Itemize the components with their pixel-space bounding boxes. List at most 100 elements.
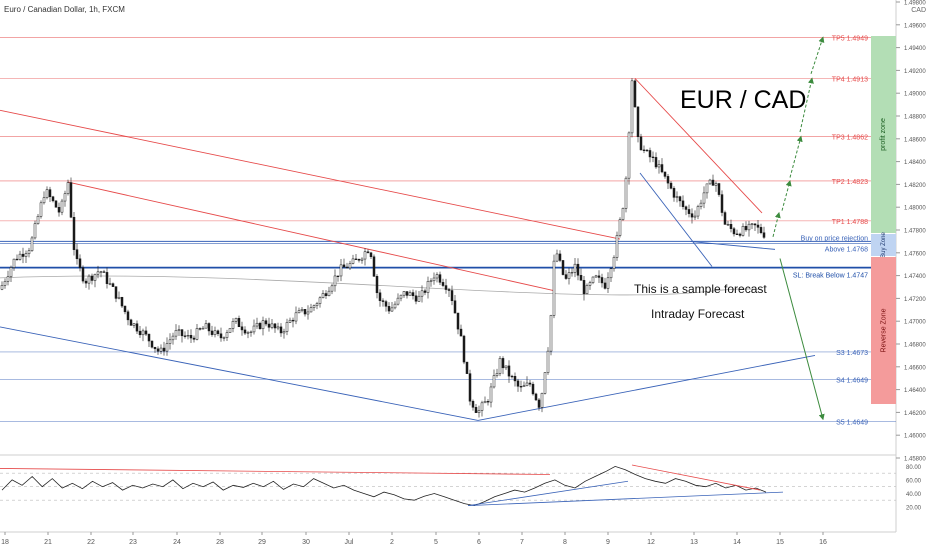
candle-body xyxy=(279,326,283,334)
candle-body xyxy=(759,227,763,233)
target-arrow xyxy=(772,211,781,237)
candle-body xyxy=(195,328,199,340)
candle-body xyxy=(30,237,34,251)
candle-body xyxy=(621,208,625,220)
target-arrow xyxy=(810,36,825,74)
price-tick-label: 1.49600 xyxy=(904,23,926,29)
candle-body xyxy=(72,217,76,250)
candle-body xyxy=(156,348,160,352)
candle-body xyxy=(477,410,481,413)
candle-body xyxy=(429,280,433,282)
sample-note: This is a sample forecast xyxy=(634,282,767,296)
candle-body xyxy=(90,275,94,281)
candle-body xyxy=(576,263,580,276)
candle-body xyxy=(345,266,349,269)
candle-body xyxy=(330,285,334,292)
candle-body xyxy=(444,285,448,290)
time-tick-label: 7 xyxy=(520,539,524,546)
time-tick-label: 12 xyxy=(647,539,655,546)
candle-body xyxy=(231,321,235,329)
candle-body xyxy=(129,319,133,326)
price-tick-label: 1.48600 xyxy=(904,137,926,143)
candle-body xyxy=(456,312,460,330)
candle-body xyxy=(762,232,766,238)
candle-body xyxy=(723,212,727,225)
candle-body xyxy=(246,332,250,334)
candle-body xyxy=(516,380,520,387)
candle-body xyxy=(423,290,427,293)
candle-body xyxy=(714,183,718,186)
candle-body xyxy=(69,182,73,218)
time-axis: 18 21 22 23 24 28 29 30 Jul 2 5 6 7 8 9 12 13 14 15 16 xyxy=(1,532,827,546)
time-tick-label: 15 xyxy=(776,539,784,546)
support-label: S3 1.4673 xyxy=(836,350,868,357)
candle-body xyxy=(735,233,739,235)
candle-body xyxy=(63,193,67,202)
candle-body xyxy=(180,329,184,337)
candle-body xyxy=(234,318,238,322)
candle-body xyxy=(66,182,70,194)
candle-body xyxy=(264,320,268,325)
candle-body xyxy=(48,189,52,198)
candle-body xyxy=(573,263,577,273)
candle-body xyxy=(177,329,181,331)
candle-body xyxy=(426,281,430,293)
price-tick-label: 1.45800 xyxy=(904,457,926,463)
time-tick-label: 2 xyxy=(390,539,394,546)
candle-body xyxy=(99,271,103,273)
candle-body xyxy=(363,251,367,260)
candle-body xyxy=(0,285,4,290)
target-label: TP1 1.4788 xyxy=(832,219,868,226)
candle-body xyxy=(60,200,64,213)
candle-body xyxy=(645,149,649,152)
candle-body xyxy=(750,223,754,225)
price-tick-label: 1.48400 xyxy=(904,160,926,166)
candle-body xyxy=(684,206,688,210)
downside-arrow xyxy=(779,258,825,421)
candle-body xyxy=(141,330,145,336)
level-lines xyxy=(0,37,896,422)
candle-body xyxy=(96,271,100,275)
price-tick-label: 1.49200 xyxy=(904,69,926,75)
candle-body xyxy=(291,319,295,322)
candle-body xyxy=(78,258,82,268)
price-tick-label: 1.47600 xyxy=(904,251,926,257)
candle-body xyxy=(42,197,46,204)
candle-body xyxy=(666,176,670,184)
candle-body xyxy=(186,335,190,337)
price-tick-label: 1.46600 xyxy=(904,365,926,371)
candle-body xyxy=(498,358,502,374)
candle-body xyxy=(225,332,229,338)
time-tick-label: 5 xyxy=(434,539,438,546)
support-trendline xyxy=(0,326,479,421)
candle-body xyxy=(492,375,496,388)
candle-body xyxy=(51,196,55,202)
candle-body xyxy=(93,273,97,281)
time-tick-label: 28 xyxy=(216,539,224,546)
candle-body xyxy=(138,330,142,336)
target-label: TP2 1.4823 xyxy=(832,179,868,186)
time-tick-label: 30 xyxy=(302,539,310,546)
stop-loss-label: SL: Break Below 1.4747 xyxy=(793,273,868,280)
profit-zone-label: profit zone xyxy=(880,118,887,151)
candle-body xyxy=(588,282,592,286)
price-tick-label: 1.47000 xyxy=(904,320,926,326)
candle-body xyxy=(558,253,562,261)
price-tick-label: 1.47400 xyxy=(904,274,926,280)
candle-body xyxy=(375,276,379,294)
candle-body xyxy=(594,275,598,278)
buy-label: Above 1.4768 xyxy=(825,247,868,254)
buy-zone-label: Buy Zone xyxy=(880,232,887,258)
candle-body xyxy=(435,274,439,279)
candle-body xyxy=(321,293,325,299)
time-tick-label: 23 xyxy=(129,539,137,546)
candle-body xyxy=(669,182,673,189)
rsi-resistance-line xyxy=(631,464,761,491)
time-tick-label: 6 xyxy=(477,539,481,546)
candle-body xyxy=(270,323,274,328)
candle-body xyxy=(453,300,457,314)
candle-body xyxy=(567,272,571,279)
candle-body xyxy=(525,382,529,386)
price-tick-label: 1.47200 xyxy=(904,297,926,303)
candle-body xyxy=(6,276,10,282)
